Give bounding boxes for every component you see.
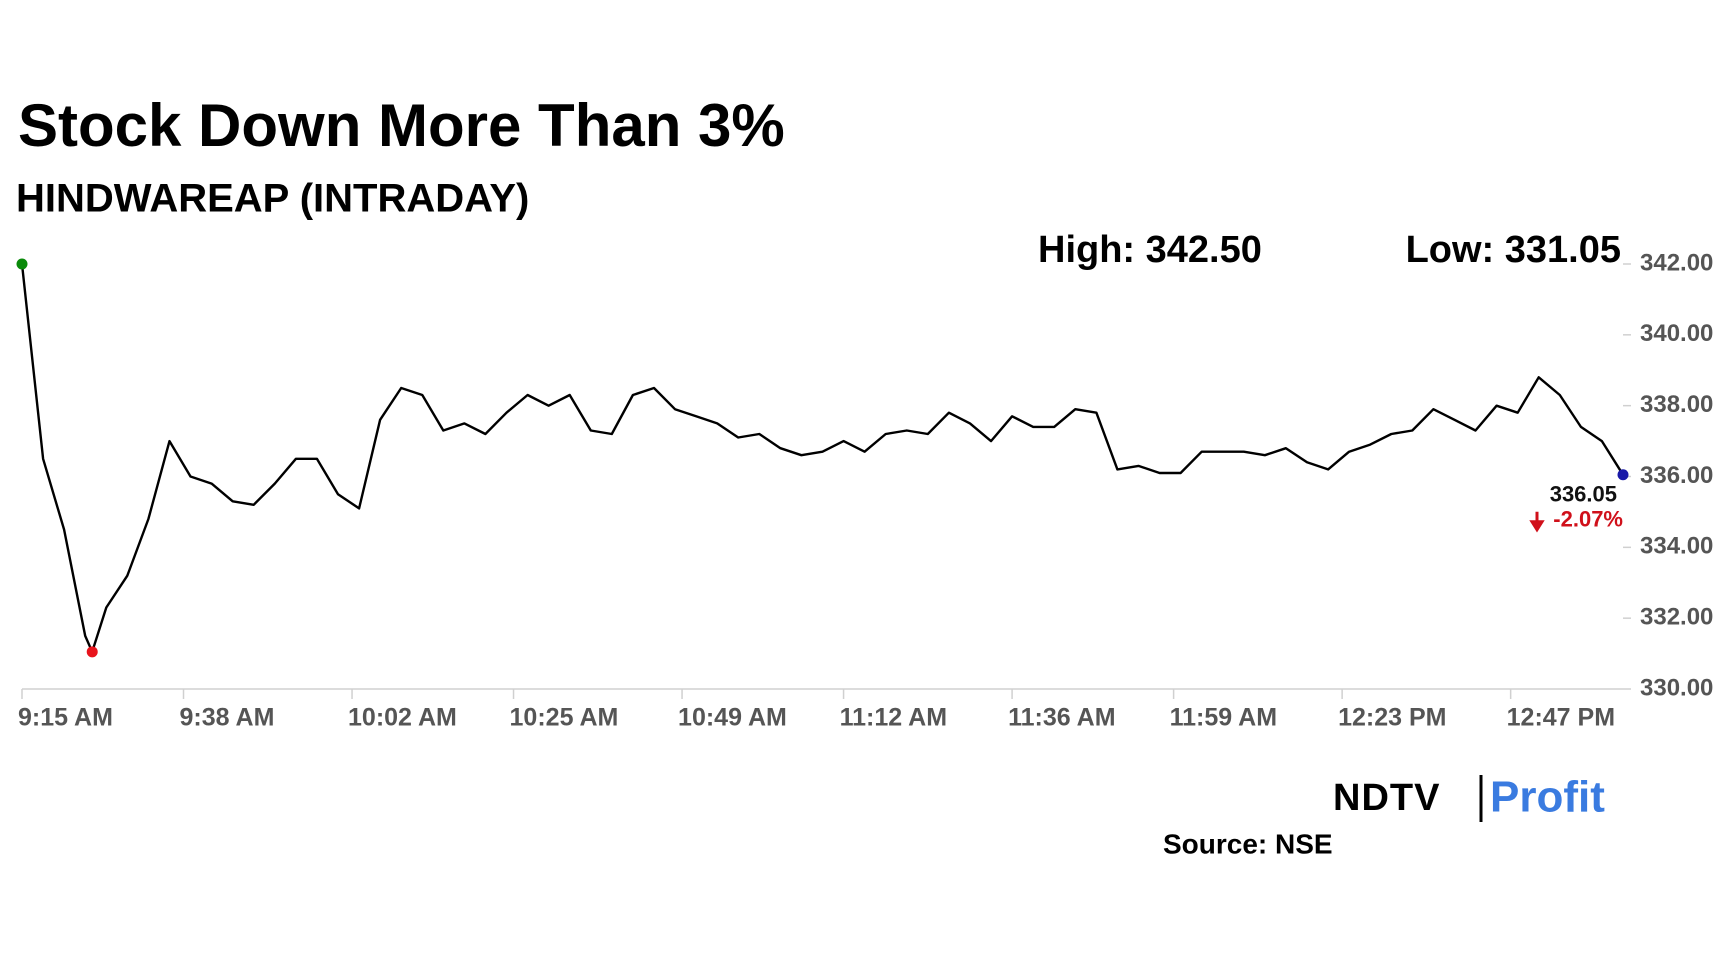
chart-title: Stock Down More Than 3% xyxy=(18,92,785,159)
x-tick-label: 12:47 PM xyxy=(1507,704,1615,732)
x-tick-label: 9:38 AM xyxy=(180,704,275,732)
y-tick-label: 342.00 xyxy=(1640,249,1713,276)
x-tick-label: 10:02 AM xyxy=(348,704,457,732)
x-tick-label: 10:49 AM xyxy=(678,704,787,732)
source: Source: NSE xyxy=(1163,828,1333,859)
start-dot xyxy=(16,258,28,270)
x-tick-label: 10:25 AM xyxy=(510,704,619,732)
x-tick-label: 11:59 AM xyxy=(1170,704,1277,732)
price-line xyxy=(20,263,1625,653)
change-label: -2.07% xyxy=(1553,507,1623,532)
end-dot xyxy=(1617,469,1629,481)
chart-subtitle: HINDWAREAP (INTRADAY) xyxy=(16,177,529,221)
last-value-label: 336.05 xyxy=(1550,482,1617,507)
y-tick-label: 332.00 xyxy=(1640,604,1713,631)
x-tick-label: 11:12 AM xyxy=(840,704,947,732)
x-tick-label: 11:36 AM xyxy=(1008,704,1115,732)
x-tick-label: 9:15 AM xyxy=(18,704,113,732)
y-tick-label: 336.00 xyxy=(1640,462,1713,489)
y-tick-label: 338.00 xyxy=(1640,391,1713,418)
high-label: High: 342.50 xyxy=(1038,229,1262,271)
y-tick-label: 330.00 xyxy=(1640,674,1713,701)
down-arrow xyxy=(1529,511,1545,533)
low-label: Low: 331.05 xyxy=(1406,229,1621,271)
y-tick-label: 334.00 xyxy=(1640,533,1713,560)
logo-profit: Profit xyxy=(1490,773,1605,822)
low-dot xyxy=(86,646,98,658)
y-tick-label: 340.00 xyxy=(1640,320,1713,347)
x-tick-label: 12:23 PM xyxy=(1338,704,1446,732)
logo-ndtv: NDTV xyxy=(1333,777,1440,819)
